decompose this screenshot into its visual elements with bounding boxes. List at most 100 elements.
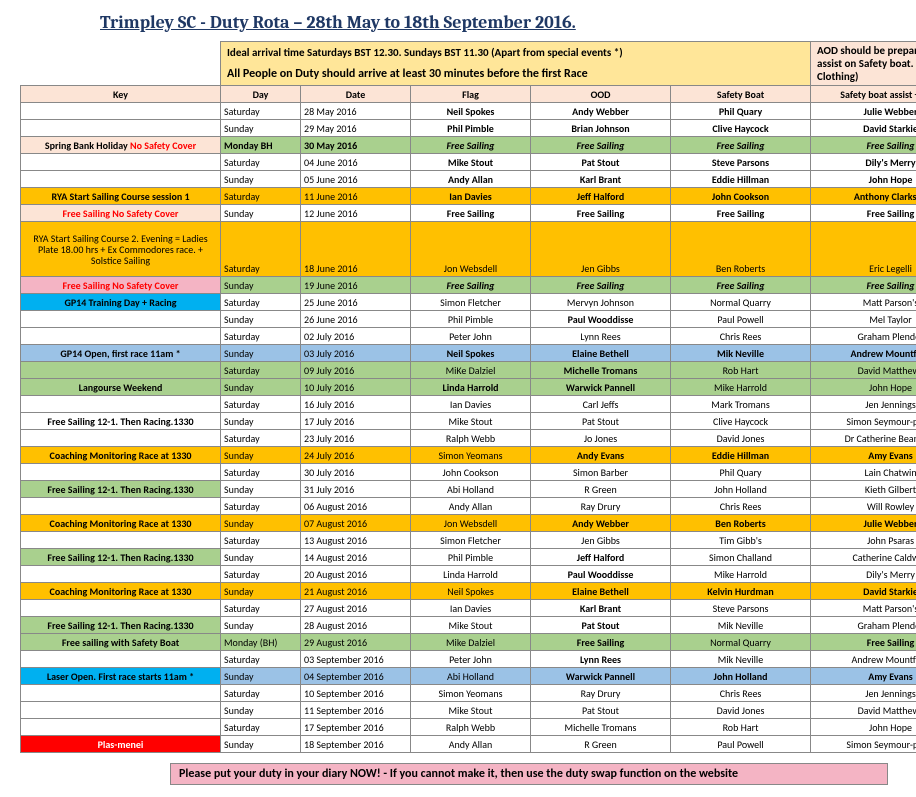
date-cell: 17 July 2016: [301, 413, 411, 430]
date-cell: 21 August 2016: [301, 583, 411, 600]
date-cell: 29 August 2016: [301, 634, 411, 651]
key-cell: [21, 464, 221, 481]
ood-cell: Paul Wooddisse: [531, 566, 671, 583]
flag-cell: Ralph Webb: [411, 430, 531, 447]
sba-cell: Will Rowley: [811, 498, 916, 515]
flag-cell: Simon Fletcher: [411, 532, 531, 549]
key-cell: Langourse Weekend: [21, 379, 221, 396]
day-cell: Monday (BH): [221, 634, 301, 651]
flag-cell: Mike Stout: [411, 617, 531, 634]
table-row: Free Sailing 12-1. Then Racing.1330Sunda…: [21, 413, 916, 430]
table-row: GP14 Open, first race 11am *Sunday03 Jul…: [21, 345, 916, 362]
ood-cell: Elaine Bethell: [531, 583, 671, 600]
sb-cell: Clive Haycock: [671, 413, 811, 430]
flag-cell: Jon Websdell: [411, 222, 531, 277]
flag-cell: Peter John: [411, 328, 531, 345]
flag-cell: Mike Stout: [411, 413, 531, 430]
sba-cell: Matt Parson's: [811, 294, 916, 311]
date-cell: 10 July 2016: [301, 379, 411, 396]
day-cell: Sunday: [221, 171, 301, 188]
day-cell: Monday BH: [221, 137, 301, 154]
ood-cell: Brian Johnson: [531, 120, 671, 137]
day-cell: Saturday: [221, 188, 301, 205]
ood-cell: Free Sailing: [531, 137, 671, 154]
sb-cell: Paul Powell: [671, 736, 811, 753]
day-cell: Sunday: [221, 617, 301, 634]
sb-cell: John Cookson: [671, 188, 811, 205]
table-row: Saturday13 August 2016Simon FletcherJen …: [21, 532, 916, 549]
table-row: Saturday02 July 2016Peter JohnLynn ReesC…: [21, 328, 916, 345]
date-cell: 28 August 2016: [301, 617, 411, 634]
sb-cell: David Jones: [671, 702, 811, 719]
sba-cell: Simon Seymour-perry: [811, 736, 916, 753]
sb-cell: Steve Parsons: [671, 600, 811, 617]
flag-cell: Neil Spokes: [411, 345, 531, 362]
key-cell: [21, 120, 221, 137]
page-title: Trimpley SC - Duty Rota – 28th May to 18…: [100, 12, 896, 33]
flag-cell: MiKe Dalziel: [411, 362, 531, 379]
sb-cell: Mike Harrold: [671, 379, 811, 396]
table-row: Plas-meneiSunday18 September 2016Andy Al…: [21, 736, 916, 753]
flag-cell: Andy Allan: [411, 498, 531, 515]
day-cell: Saturday: [221, 396, 301, 413]
col-date: Date: [301, 86, 411, 103]
key-cell: [21, 396, 221, 413]
sba-cell: John Hope: [811, 379, 916, 396]
date-cell: 30 May 2016: [301, 137, 411, 154]
day-cell: Saturday: [221, 566, 301, 583]
day-cell: Saturday: [221, 651, 301, 668]
sba-cell: Graham Plender: [811, 617, 916, 634]
ood-cell: Jo Jones: [531, 430, 671, 447]
table-row: Saturday28 May 2016Neil SpokesAndy Webbe…: [21, 103, 916, 120]
day-cell: Saturday: [221, 464, 301, 481]
day-cell: Saturday: [221, 362, 301, 379]
flag-cell: Mike Stout: [411, 702, 531, 719]
key-cell: GP14 Open, first race 11am *: [21, 345, 221, 362]
flag-cell: Abi Holland: [411, 668, 531, 685]
ood-cell: R Green: [531, 481, 671, 498]
date-cell: 13 August 2016: [301, 532, 411, 549]
key-cell: [21, 430, 221, 447]
table-row: Saturday09 July 2016MiKe DalzielMichelle…: [21, 362, 916, 379]
sb-cell: Free Sailing: [671, 277, 811, 294]
key-cell: Free Sailing No Safety Cover: [21, 277, 221, 294]
key-cell: [21, 311, 221, 328]
rota-table: Ideal arrival time Saturdays BST 12.30. …: [20, 41, 916, 753]
key-cell: Coaching Monitoring Race at 1330: [21, 447, 221, 464]
key-cell: GP14 Training Day + Racing: [21, 294, 221, 311]
day-cell: Sunday: [221, 413, 301, 430]
sba-cell: Julie Webber: [811, 103, 916, 120]
ood-cell: Free Sailing: [531, 634, 671, 651]
key-cell: Free Sailing 12-1. Then Racing.1330: [21, 413, 221, 430]
sb-cell: Steve Parsons: [671, 154, 811, 171]
date-cell: 26 June 2016: [301, 311, 411, 328]
ood-cell: Jeff Halford: [531, 549, 671, 566]
sb-cell: Normal Quarry: [671, 294, 811, 311]
table-row: Free Sailing 12-1. Then Racing.1330Sunda…: [21, 549, 916, 566]
ood-cell: Andy Evans: [531, 447, 671, 464]
ood-cell: Free Sailing: [531, 205, 671, 222]
col-ood: OOD: [531, 86, 671, 103]
sba-cell: Amy Evans: [811, 668, 916, 685]
ood-cell: Pat Stout: [531, 617, 671, 634]
sb-cell: Mark Tromans: [671, 396, 811, 413]
sb-cell: Chris Rees: [671, 328, 811, 345]
banner-ontime: All People on Duty should arrive at leas…: [221, 64, 811, 86]
sba-cell: John Psaras: [811, 532, 916, 549]
sb-cell: David Jones: [671, 430, 811, 447]
sb-cell: Clive Haycock: [671, 120, 811, 137]
sba-cell: Graham Plender: [811, 328, 916, 345]
ood-cell: Ray Drury: [531, 685, 671, 702]
ood-cell: Andy Webber: [531, 515, 671, 532]
sb-cell: Rob Hart: [671, 362, 811, 379]
sba-cell: Free Sailing: [811, 634, 916, 651]
day-cell: Sunday: [221, 702, 301, 719]
date-cell: 03 September 2016: [301, 651, 411, 668]
table-row: Saturday16 July 2016Ian DaviesCarl Jeffs…: [21, 396, 916, 413]
sb-cell: Eddie Hillman: [671, 447, 811, 464]
banner-row-2: All People on Duty should arrive at leas…: [21, 64, 916, 86]
sb-cell: Free Sailing: [671, 205, 811, 222]
table-row: Free Sailing 12-1. Then Racing.1330Sunda…: [21, 617, 916, 634]
sb-cell: Rob Hart: [671, 719, 811, 736]
sb-cell: Ben Roberts: [671, 515, 811, 532]
